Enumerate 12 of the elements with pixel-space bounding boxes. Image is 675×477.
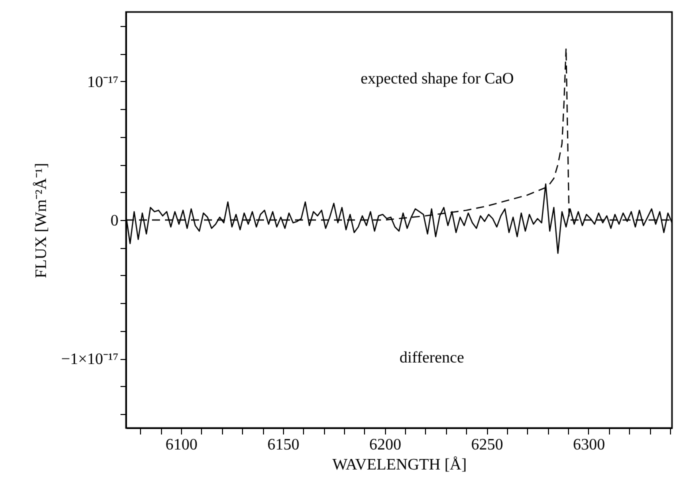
annotation: expected shape for CaO [360, 70, 514, 88]
y-tick-label: 0 [110, 212, 118, 230]
x-tick-label: 6200 [369, 436, 402, 454]
x-tick-label: 6300 [572, 436, 605, 454]
annotation: difference [399, 349, 464, 366]
x-tick-label: 6100 [166, 436, 198, 454]
x-axis-title: WAVELENGTH [Å] [332, 456, 467, 474]
y-tick-label: −1×10⁻¹⁷ [61, 351, 118, 368]
y-axis-title: FLUX [Wm⁻²Å⁻¹] [32, 162, 50, 278]
y-tick-label: 10⁻¹⁷ [87, 74, 118, 91]
x-tick-label: 6250 [471, 436, 504, 454]
x-tick-label: 6150 [267, 436, 300, 454]
